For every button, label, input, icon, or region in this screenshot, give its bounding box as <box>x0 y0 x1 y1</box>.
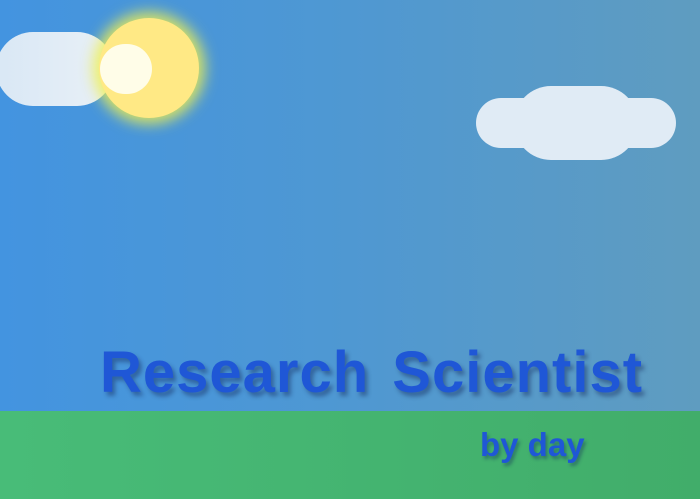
subheadline: by day <box>480 426 585 463</box>
cloud-left <box>0 32 114 106</box>
cloud-left-over-sun <box>100 44 152 94</box>
grass-ground <box>0 411 700 499</box>
cloud-right <box>514 86 638 160</box>
headline: Research Scientist <box>100 340 644 405</box>
